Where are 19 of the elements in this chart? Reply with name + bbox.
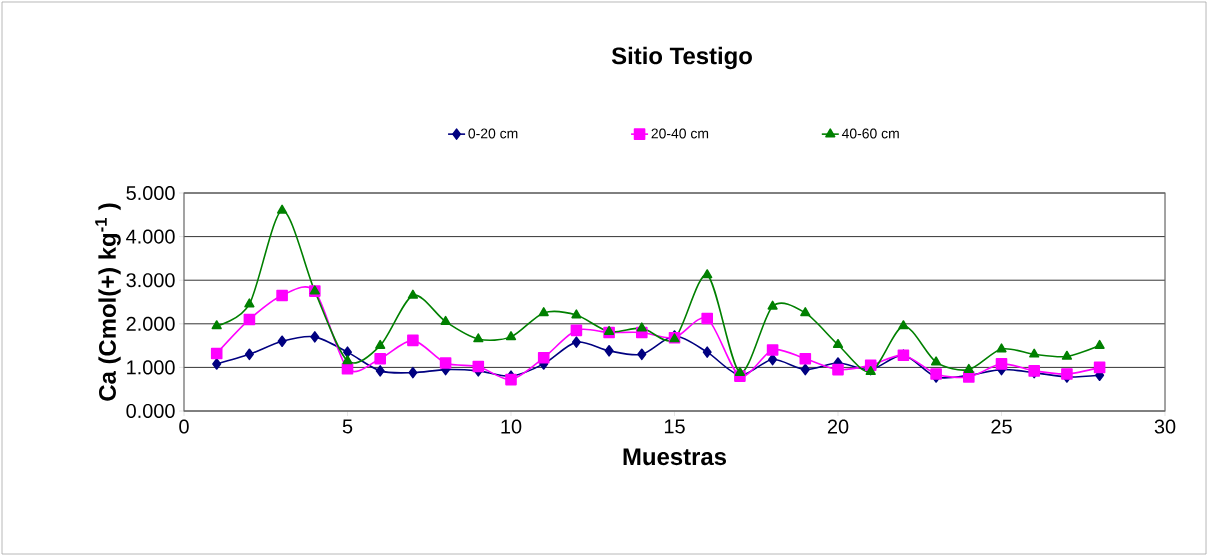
y-axis-title: Ca (Cmol(+) kg$^{-1}$ ) (95, 203, 121, 401)
y-tick-label: 1.000 (127, 360, 175, 375)
x-tick-label: 20 (827, 419, 849, 434)
x-tick-label: 5 (342, 419, 353, 434)
y-tick-label: 5.000 (126, 185, 175, 201)
y-tick-label: 4.000 (126, 229, 175, 244)
x-tick-label: 10 (501, 419, 522, 434)
chart-title: Sitio Testigo (611, 46, 752, 70)
legend-label: 40-60 cm (841, 128, 899, 139)
y-tick-label: 3.000 (126, 273, 175, 288)
legend-label: 0-20 cm (468, 128, 518, 139)
x-tick-label: 15 (664, 419, 685, 434)
y-tick-label: 2.000 (126, 316, 175, 331)
x-tick-label: 0 (179, 419, 189, 434)
x-tick-label: 25 (991, 419, 1012, 434)
x-axis-title: Muestras (623, 448, 726, 466)
x-tick-label: 30 (1154, 419, 1176, 434)
y-tick-label: 0.000 (126, 403, 175, 419)
legend-label: 20-40 cm (651, 128, 709, 139)
